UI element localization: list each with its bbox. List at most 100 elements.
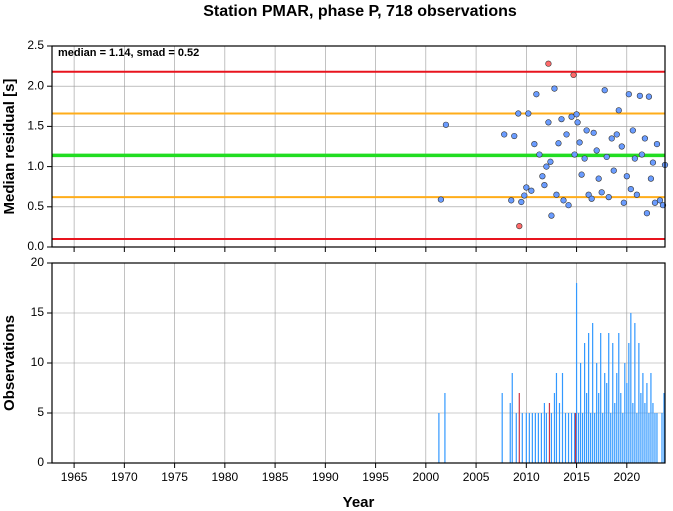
bar xyxy=(438,413,440,463)
plot-frame xyxy=(51,262,666,464)
data-point xyxy=(565,202,572,209)
bar xyxy=(648,413,650,463)
bar xyxy=(592,323,594,463)
data-point xyxy=(653,140,661,148)
bar xyxy=(644,403,646,463)
data-point xyxy=(641,135,649,142)
data-point xyxy=(615,107,622,114)
bar xyxy=(612,343,614,463)
data-point xyxy=(618,143,625,150)
bar xyxy=(624,363,626,463)
bar xyxy=(581,413,584,463)
data-point xyxy=(588,195,595,202)
y-tick-label: 1.0 xyxy=(27,159,44,173)
y-tick-label: 20 xyxy=(31,255,45,269)
bar xyxy=(531,413,533,463)
bar xyxy=(528,413,530,463)
x-tick-label: 1965 xyxy=(61,470,88,484)
data-point xyxy=(593,147,600,154)
annotation: median = 1.14, smad = 0.52 xyxy=(58,47,199,59)
data-point xyxy=(547,158,554,165)
data-point xyxy=(555,140,562,147)
bar xyxy=(650,373,652,463)
data-point xyxy=(437,196,445,203)
data-point xyxy=(583,127,590,134)
data-point xyxy=(625,91,632,98)
bar xyxy=(626,383,628,463)
data-point xyxy=(543,163,550,170)
bar xyxy=(663,393,665,463)
data-point xyxy=(545,119,552,126)
data-point xyxy=(525,110,532,117)
data-point xyxy=(608,135,615,142)
data-point xyxy=(595,175,602,182)
x-tick-label: 2005 xyxy=(463,470,490,484)
data-point xyxy=(605,194,612,201)
data-point xyxy=(623,173,630,180)
bar xyxy=(511,373,513,463)
data-point xyxy=(501,131,508,138)
bar xyxy=(525,413,527,463)
data-point xyxy=(603,153,610,161)
bar xyxy=(521,413,523,463)
bar xyxy=(545,413,548,463)
data-point xyxy=(518,198,525,206)
bar xyxy=(561,373,564,463)
bar xyxy=(600,333,602,463)
data-point xyxy=(545,60,552,67)
x-tick-label: 1995 xyxy=(362,470,389,484)
bar xyxy=(606,383,608,463)
bar xyxy=(543,403,546,463)
bar xyxy=(509,403,511,463)
x-tick-label: 1980 xyxy=(211,470,238,484)
bar xyxy=(636,413,638,463)
bar xyxy=(540,413,542,463)
data-point xyxy=(627,186,634,193)
y-tick-label: 0.0 xyxy=(27,239,44,253)
bar xyxy=(558,403,561,463)
y-tick-label: 2.5 xyxy=(27,38,44,52)
data-point xyxy=(568,113,575,120)
bar xyxy=(616,373,618,463)
y-tick-label: 15 xyxy=(31,305,45,319)
bar xyxy=(573,413,576,463)
data-point xyxy=(638,151,645,158)
x-tick-label: 2015 xyxy=(563,470,590,484)
bar xyxy=(604,373,606,463)
data-point xyxy=(570,71,577,79)
bar xyxy=(596,363,598,463)
bar xyxy=(548,403,551,463)
data-point xyxy=(574,119,581,126)
bar xyxy=(622,413,624,463)
data-point xyxy=(553,191,560,198)
bar xyxy=(654,413,656,463)
data-point xyxy=(620,199,627,206)
x-tick-label: 2010 xyxy=(513,470,540,484)
data-point xyxy=(548,212,555,219)
data-point xyxy=(541,181,548,189)
data-point xyxy=(511,132,518,140)
data-point xyxy=(551,85,558,92)
data-point xyxy=(629,127,636,134)
data-point xyxy=(651,199,659,206)
bar xyxy=(515,413,517,463)
bar xyxy=(570,413,573,463)
bar xyxy=(608,333,610,463)
x-tick-label: 1985 xyxy=(262,470,289,484)
data-point xyxy=(560,197,567,204)
x-tick-label: 2000 xyxy=(412,470,439,484)
chart-title: Station PMAR, phase P, 718 observations xyxy=(203,3,517,20)
plot-frame xyxy=(51,45,666,248)
data-point xyxy=(531,140,538,148)
y-axis-label: Observations xyxy=(1,315,18,411)
data-point xyxy=(643,210,651,217)
bar xyxy=(632,403,634,463)
data-point xyxy=(573,111,580,118)
y-axis-label: Median residual [s] xyxy=(1,79,18,215)
data-point xyxy=(571,151,578,158)
bar xyxy=(584,343,586,463)
bar xyxy=(567,413,570,463)
x-tick-label: 1990 xyxy=(312,470,339,484)
data-point xyxy=(601,87,608,94)
